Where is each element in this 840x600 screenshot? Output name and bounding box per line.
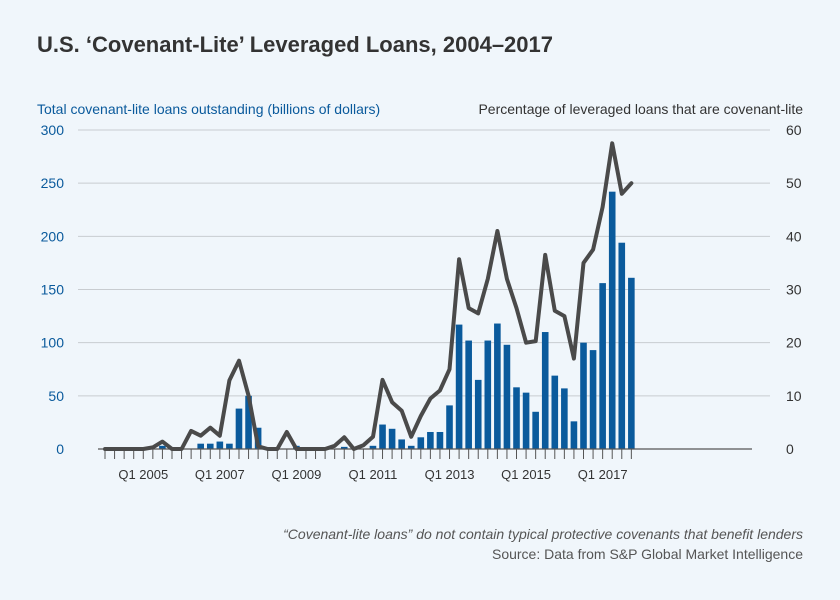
x-tick-label: Q1 2009 <box>271 467 321 482</box>
bar <box>206 443 214 449</box>
chart-title: U.S. ‘Covenant-Lite’ Leveraged Loans, 20… <box>37 32 553 57</box>
bar <box>570 421 578 449</box>
bar <box>455 324 463 449</box>
bar <box>513 387 520 449</box>
bar <box>159 445 166 449</box>
bar <box>618 242 626 449</box>
left-y-tick-label: 0 <box>56 441 64 457</box>
bar <box>379 424 386 449</box>
left-y-tick-label: 200 <box>41 228 65 244</box>
right-y-tick-label: 50 <box>786 175 802 191</box>
bar <box>226 443 233 449</box>
bar <box>340 446 348 449</box>
bar <box>417 437 425 449</box>
left-y-tick-label: 100 <box>41 335 65 351</box>
bar <box>446 405 453 449</box>
bar <box>484 340 492 449</box>
percentage-line <box>103 141 634 451</box>
bar <box>589 350 597 449</box>
bar <box>235 408 243 449</box>
chart-source: Source: Data from S&P Global Market Inte… <box>491 546 803 562</box>
right-y-tick-label: 0 <box>786 441 794 457</box>
bar <box>494 323 501 449</box>
x-tick-label: Q1 2017 <box>578 467 628 482</box>
bar <box>465 340 472 449</box>
x-tick-label: Q1 2007 <box>195 467 245 482</box>
bar <box>503 344 511 449</box>
bar <box>580 342 587 449</box>
bar <box>388 428 396 449</box>
left-y-tick-label: 50 <box>48 388 64 404</box>
bar <box>532 411 539 449</box>
bar <box>407 445 415 449</box>
bar <box>245 395 252 449</box>
right-y-tick-label: 40 <box>786 228 802 244</box>
bar <box>541 332 549 449</box>
chart-note: “Covenant-lite loans” do not contain typ… <box>283 526 803 542</box>
right-y-tick-label: 10 <box>786 388 802 404</box>
x-tick-label: Q1 2005 <box>118 467 168 482</box>
right-y-tick-label: 60 <box>786 122 802 138</box>
x-tick-label: Q1 2011 <box>348 467 397 482</box>
bar <box>369 445 377 449</box>
bar <box>474 379 482 449</box>
x-tick-label: Q1 2015 <box>501 467 551 482</box>
bar <box>551 375 559 449</box>
bar <box>197 443 204 449</box>
left-y-tick-label: 150 <box>41 282 65 298</box>
bar <box>398 439 405 449</box>
right-y-tick-label: 30 <box>786 282 802 298</box>
bar <box>608 191 616 449</box>
bar <box>599 283 606 449</box>
bar <box>522 392 530 449</box>
x-tick-label: Q1 2013 <box>425 467 475 482</box>
left-y-tick-label: 250 <box>41 175 65 191</box>
right-axis-label: Percentage of leveraged loans that are c… <box>478 101 803 117</box>
right-y-tick-label: 20 <box>786 335 802 351</box>
left-y-tick-label: 300 <box>41 122 65 138</box>
left-axis-label: Total covenant-lite loans outstanding (b… <box>37 101 381 117</box>
bar <box>561 388 568 449</box>
bar <box>427 431 434 449</box>
bar <box>436 431 444 449</box>
bar <box>628 277 635 449</box>
bar <box>216 441 224 449</box>
